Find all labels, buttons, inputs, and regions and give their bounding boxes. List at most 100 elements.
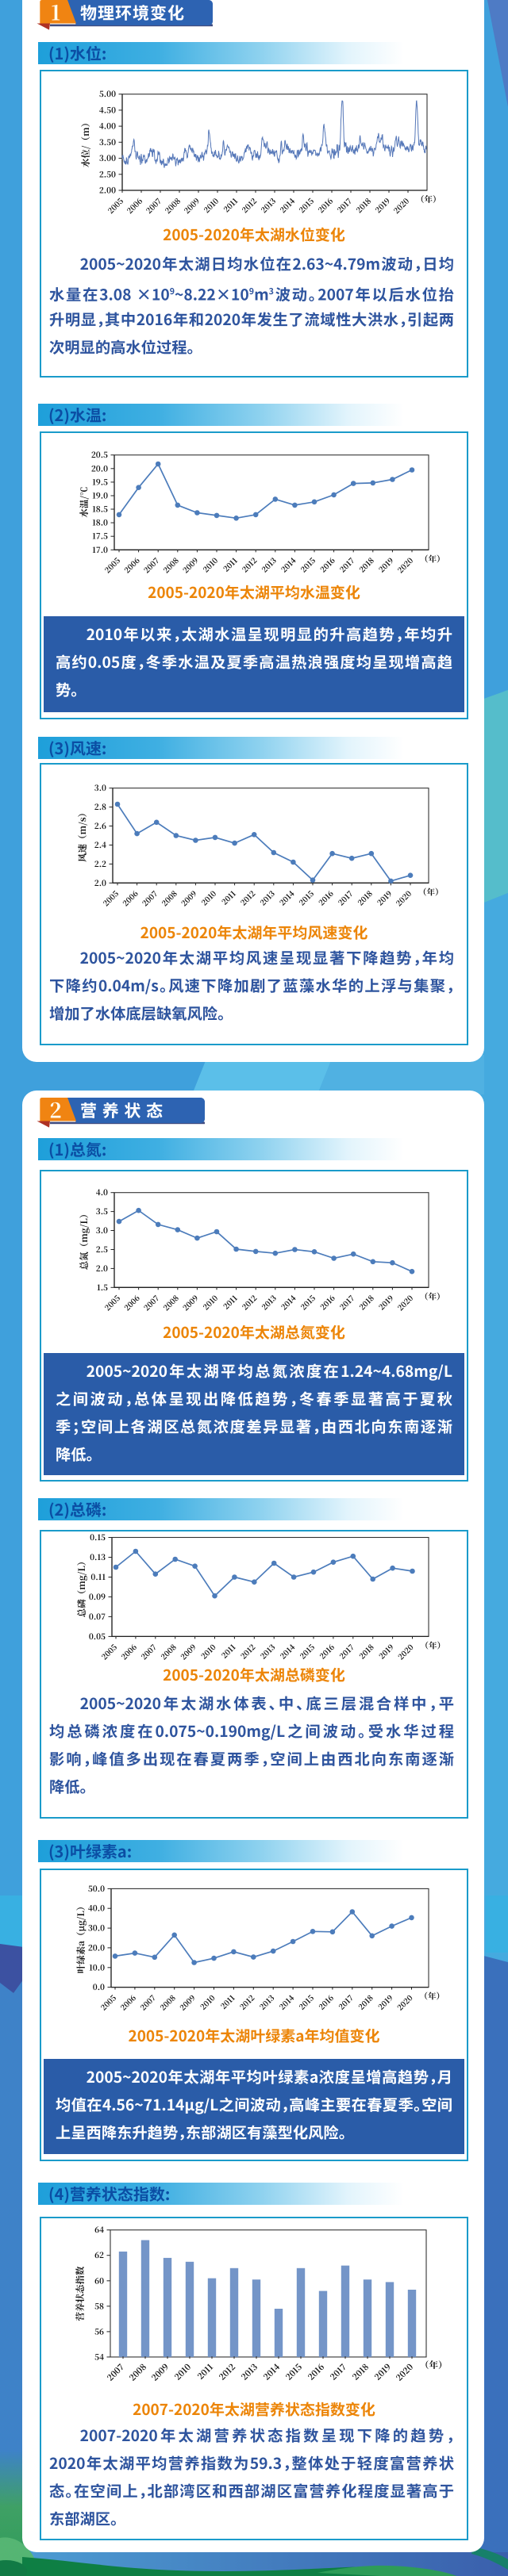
- svg-text:2018: 2018: [350, 2361, 371, 2382]
- svg-text:20.0: 20.0: [91, 462, 108, 473]
- svg-text:2012: 2012: [239, 554, 259, 574]
- svg-text:2015: 2015: [296, 887, 316, 907]
- svg-text:2010: 2010: [198, 1992, 217, 2012]
- svg-text:0.11: 0.11: [90, 1570, 106, 1582]
- svg-text:2012: 2012: [237, 1641, 257, 1661]
- svg-text:2009: 2009: [179, 887, 199, 908]
- svg-text:2011: 2011: [221, 195, 241, 215]
- svg-text:2019: 2019: [375, 887, 394, 907]
- svg-text:叶绿素a（μg/L）: 叶绿素a（μg/L）: [75, 1902, 87, 1974]
- svg-text:0.13: 0.13: [90, 1551, 106, 1562]
- svg-text:2014: 2014: [277, 1641, 297, 1661]
- svg-text:2011: 2011: [217, 1991, 237, 2011]
- svg-text:2014: 2014: [276, 1992, 296, 2012]
- svg-text:18.0: 18.0: [92, 516, 108, 528]
- svg-text:2006: 2006: [124, 195, 144, 216]
- svg-text:2017: 2017: [337, 1642, 356, 1662]
- svg-text:2012: 2012: [239, 195, 259, 215]
- svg-text:56: 56: [94, 2325, 104, 2336]
- svg-text:4.00: 4.00: [99, 120, 116, 132]
- svg-text:1.5: 1.5: [97, 1281, 108, 1293]
- svg-text:2016: 2016: [306, 2361, 327, 2382]
- svg-text:2016: 2016: [315, 195, 335, 215]
- svg-text:2014: 2014: [277, 887, 297, 907]
- svg-text:2016: 2016: [318, 1292, 337, 1312]
- svg-text:4.0: 4.0: [96, 1186, 108, 1198]
- svg-text:2006: 2006: [121, 554, 142, 575]
- svg-text:2017: 2017: [337, 1293, 356, 1313]
- svg-text:3.0: 3.0: [96, 1224, 108, 1236]
- svg-text:54: 54: [94, 2350, 104, 2362]
- svg-text:2009: 2009: [180, 554, 201, 575]
- svg-text:2015: 2015: [298, 1292, 318, 1312]
- svg-text:2008: 2008: [160, 1292, 181, 1313]
- svg-text:2010: 2010: [172, 2361, 194, 2382]
- svg-text:0.07: 0.07: [89, 1610, 106, 1622]
- svg-text:2.4: 2.4: [94, 838, 106, 850]
- svg-text:2017: 2017: [334, 195, 354, 215]
- svg-text:风速（m/s）: 风速（m/s）: [76, 808, 89, 862]
- svg-text:（年）: （年）: [420, 1991, 445, 2003]
- svg-text:（年）: （年）: [420, 1290, 445, 1302]
- svg-text:营养状态: 营养状态: [80, 1098, 168, 1122]
- svg-text:2009: 2009: [149, 2361, 171, 2383]
- svg-text:（年）: （年）: [420, 553, 445, 565]
- svg-text:2013: 2013: [257, 1641, 277, 1661]
- svg-text:2009: 2009: [177, 1992, 198, 2013]
- svg-text:营养状态指数: 营养状态指数: [74, 2266, 87, 2321]
- svg-text:18.5: 18.5: [92, 503, 108, 515]
- svg-text:3.00: 3.00: [99, 151, 116, 163]
- svg-text:60: 60: [94, 2274, 104, 2286]
- svg-text:2013: 2013: [257, 887, 277, 907]
- svg-text:2.0: 2.0: [94, 876, 106, 888]
- svg-text:2011: 2011: [194, 2361, 215, 2382]
- svg-text:2008: 2008: [158, 1641, 179, 1662]
- svg-text:2015: 2015: [298, 554, 318, 574]
- svg-text:2016: 2016: [318, 554, 337, 574]
- svg-text:（年）: （年）: [421, 1639, 446, 1651]
- svg-text:2: 2: [49, 1098, 61, 1125]
- svg-text:2017: 2017: [336, 1992, 356, 2012]
- svg-text:2019: 2019: [376, 1292, 396, 1312]
- svg-text:2019: 2019: [372, 2361, 394, 2382]
- svg-text:2013: 2013: [258, 195, 278, 215]
- svg-text:2018: 2018: [356, 1641, 376, 1661]
- svg-text:2014: 2014: [261, 2361, 283, 2382]
- svg-text:2009: 2009: [181, 195, 202, 216]
- svg-text:2007: 2007: [141, 555, 162, 576]
- svg-text:2011: 2011: [221, 1292, 241, 1312]
- svg-text:2020: 2020: [394, 1292, 415, 1313]
- svg-text:2.6: 2.6: [94, 819, 106, 831]
- svg-text:2020: 2020: [395, 1641, 416, 1662]
- svg-text:（年）: （年）: [418, 886, 444, 898]
- svg-text:2012: 2012: [237, 887, 257, 907]
- svg-text:2005: 2005: [105, 195, 125, 216]
- svg-text:20.5: 20.5: [91, 448, 108, 460]
- svg-text:2020: 2020: [394, 554, 415, 575]
- svg-text:19.0: 19.0: [92, 489, 108, 501]
- svg-text:2011: 2011: [218, 1641, 238, 1661]
- svg-text:4.50: 4.50: [99, 103, 116, 115]
- svg-text:水位/（m）: 水位/（m）: [79, 118, 92, 167]
- svg-text:2.0: 2.0: [96, 1262, 108, 1274]
- svg-text:2012: 2012: [217, 2361, 238, 2382]
- svg-text:2.00: 2.00: [99, 184, 116, 196]
- svg-text:2005: 2005: [102, 1292, 122, 1313]
- svg-text:2009: 2009: [178, 1641, 198, 1662]
- svg-text:总氮（mg/L）: 总氮（mg/L）: [78, 1209, 90, 1270]
- svg-text:20.0: 20.0: [88, 1941, 105, 1953]
- svg-text:总磷（mg/L）: 总磷（mg/L）: [75, 1557, 88, 1617]
- svg-text:2015: 2015: [296, 195, 316, 215]
- svg-text:2017: 2017: [335, 888, 355, 908]
- svg-text:2010: 2010: [200, 1292, 220, 1312]
- svg-text:2014: 2014: [279, 1292, 298, 1312]
- svg-text:2007: 2007: [138, 1642, 159, 1662]
- svg-text:2010: 2010: [198, 887, 218, 907]
- svg-text:2005: 2005: [98, 1992, 118, 2013]
- svg-text:2007: 2007: [143, 195, 164, 216]
- svg-text:2007: 2007: [105, 2361, 127, 2383]
- svg-text:5.00: 5.00: [99, 87, 116, 99]
- svg-text:2.50: 2.50: [99, 167, 116, 179]
- svg-text:2.2: 2.2: [94, 857, 106, 869]
- svg-text:物理环境变化: 物理环境变化: [80, 1, 185, 25]
